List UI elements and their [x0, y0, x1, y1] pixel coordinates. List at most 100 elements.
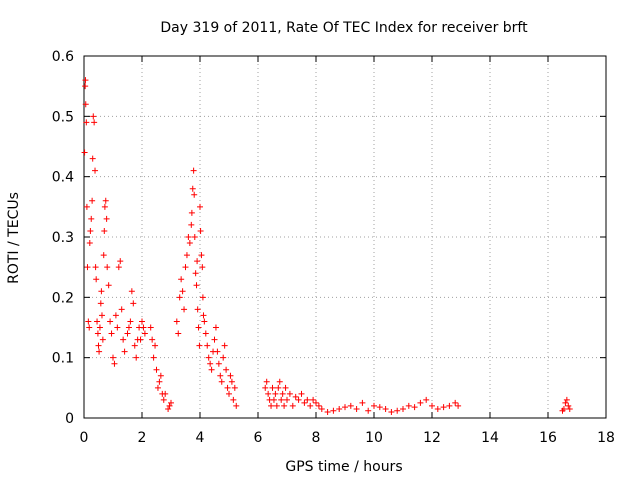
data-point [270, 396, 277, 403]
data-point [147, 324, 154, 331]
data-point [96, 324, 103, 331]
data-point [130, 300, 137, 307]
data-point [173, 318, 180, 325]
data-point [166, 402, 173, 409]
y-tick-label: 0.4 [52, 170, 74, 186]
data-point [190, 167, 197, 174]
data-point [417, 399, 424, 406]
data-point [353, 405, 360, 412]
data-point [94, 330, 101, 337]
data-point [204, 342, 211, 349]
data-point [124, 330, 131, 337]
data-point [411, 404, 418, 411]
data-point [452, 399, 459, 406]
data-point [117, 258, 124, 265]
data-point [307, 402, 314, 409]
y-axis-ticks: 0 0.1 0.2 0.3 0.4 0.5 0.6 [52, 49, 606, 427]
data-point [563, 396, 570, 403]
data-point [112, 312, 119, 319]
data-point [193, 282, 200, 289]
data-point [101, 203, 108, 210]
data-point [118, 306, 125, 313]
data-point [233, 402, 240, 409]
data-point [281, 402, 288, 409]
data-point [199, 294, 206, 301]
data-point [139, 318, 145, 325]
data-point [394, 407, 401, 414]
data-point [198, 252, 205, 259]
data-point [107, 318, 114, 325]
data-point [121, 348, 128, 355]
data-point [186, 240, 193, 247]
data-point [99, 336, 106, 343]
data-point [97, 300, 104, 307]
data-point [160, 396, 167, 403]
x-tick-label: 4 [196, 430, 205, 446]
data-point [89, 197, 96, 204]
data-point [200, 312, 207, 319]
y-tick-label: 0 [65, 411, 74, 427]
data-point [566, 405, 573, 412]
data-point [156, 378, 163, 385]
data-point [208, 366, 215, 373]
data-point [292, 393, 299, 400]
data-point [265, 390, 272, 397]
data-point [388, 408, 395, 415]
data-point [212, 324, 219, 331]
data-point [115, 264, 122, 271]
data-point [440, 404, 447, 411]
data-point [324, 408, 331, 415]
data-point [194, 306, 201, 313]
data-point [220, 354, 227, 361]
data-point [93, 276, 100, 283]
data-point [282, 384, 289, 391]
data-point [191, 234, 198, 240]
data-point [376, 404, 383, 411]
data-point [207, 360, 214, 367]
data-point [189, 185, 196, 192]
data-point [295, 396, 302, 403]
data-point [423, 396, 430, 403]
data-point [91, 119, 98, 126]
data-point [140, 324, 147, 331]
data-point [196, 342, 203, 349]
data-point [217, 372, 224, 379]
data-point [289, 402, 296, 409]
data-point [226, 390, 232, 397]
data-point [120, 336, 127, 343]
data-point [114, 324, 121, 331]
data-point [562, 399, 569, 406]
y-tick-label: 0.3 [52, 230, 74, 246]
data-point [110, 354, 116, 361]
data-point [276, 378, 283, 385]
data-point [127, 318, 134, 325]
chart-title: Day 319 of 2011, Rate Of TEC Index for r… [160, 20, 528, 36]
data-point [347, 402, 354, 409]
data-point [82, 101, 89, 108]
data-point [87, 227, 94, 234]
data-point [195, 324, 202, 331]
data-point [84, 264, 91, 271]
data-point [176, 294, 183, 301]
data-point [89, 155, 96, 162]
data-point [108, 330, 115, 337]
data-point [272, 390, 279, 397]
data-point [81, 149, 88, 156]
data-point [179, 288, 186, 295]
data-point [168, 399, 174, 406]
data-point [315, 402, 322, 409]
data-point [279, 390, 286, 397]
data-point [154, 384, 161, 391]
data-point [86, 324, 93, 331]
data-point [268, 402, 275, 409]
data-point [560, 405, 567, 412]
data-point [82, 77, 89, 84]
data-point [86, 240, 93, 247]
data-point [382, 405, 389, 412]
data-point [228, 378, 235, 385]
y-tick-label: 0.6 [52, 49, 74, 65]
y-tick-label: 0.5 [52, 109, 74, 125]
data-point [188, 209, 195, 216]
data-point [105, 282, 112, 289]
data-point [100, 252, 107, 259]
